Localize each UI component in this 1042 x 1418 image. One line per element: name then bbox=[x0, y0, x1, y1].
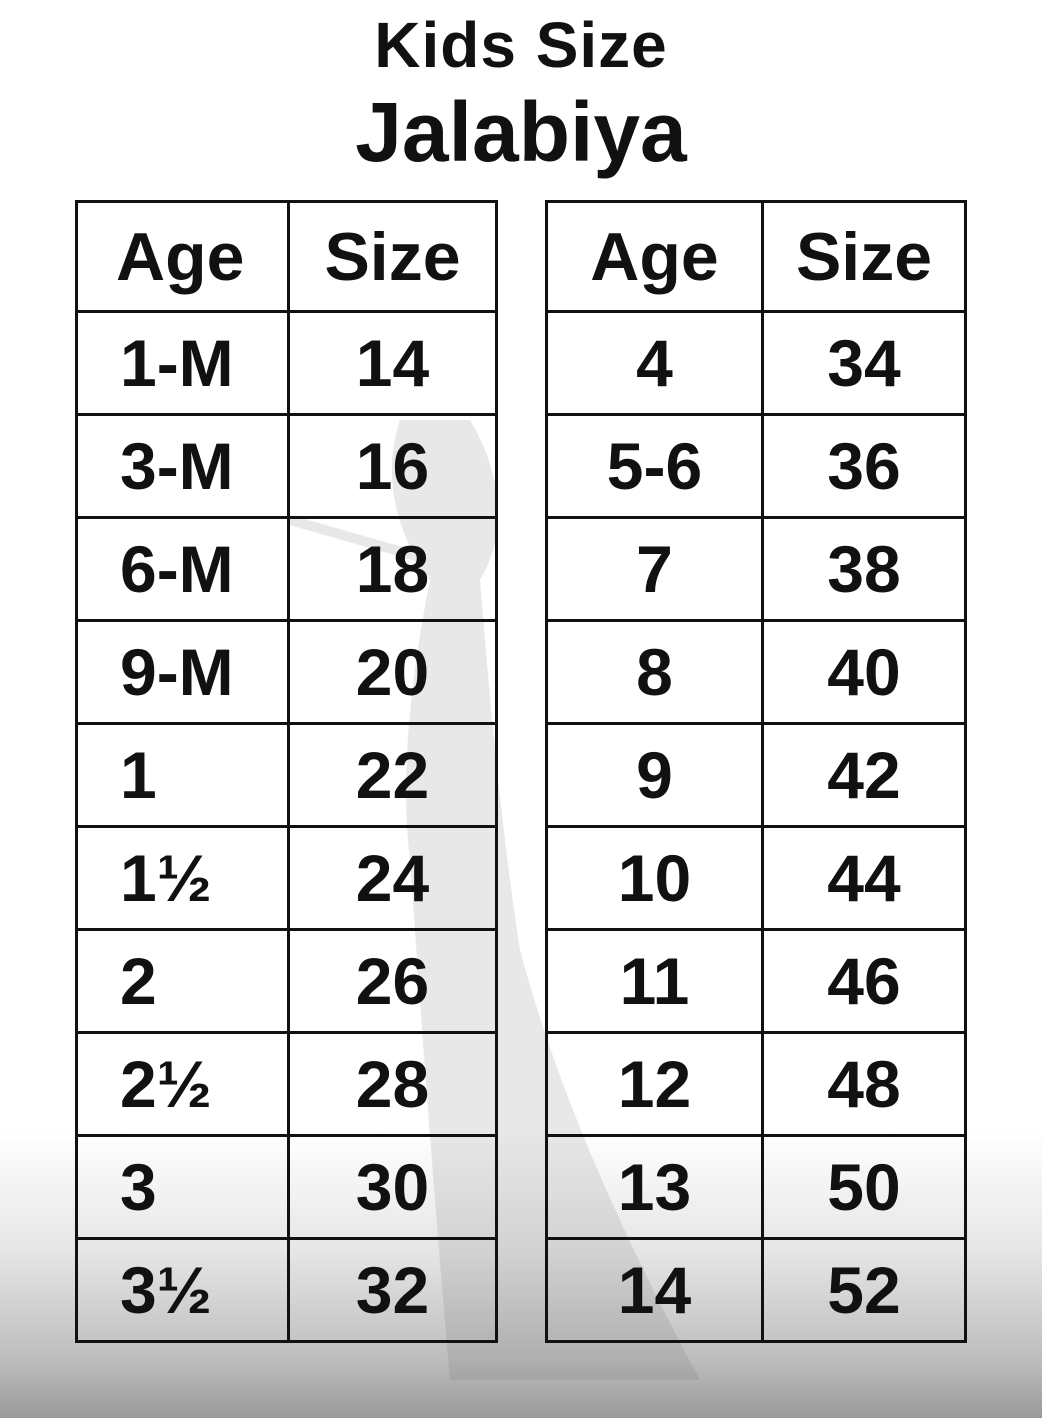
size-cell: 22 bbox=[287, 722, 498, 828]
size-cell: 46 bbox=[761, 928, 967, 1034]
age-cell: 5-6 bbox=[545, 413, 764, 519]
size-cell: 36 bbox=[761, 413, 967, 519]
size-cell: 42 bbox=[761, 722, 967, 828]
age-cell: 1 bbox=[75, 722, 290, 828]
table-row: 13 50 bbox=[545, 1134, 967, 1240]
table-row: 7 38 bbox=[545, 516, 967, 622]
age-cell: 2 bbox=[75, 928, 290, 1034]
age-cell: 6-M bbox=[75, 516, 290, 622]
size-cell: 38 bbox=[761, 516, 967, 622]
table-row: 3 30 bbox=[75, 1134, 498, 1240]
size-cell: 32 bbox=[287, 1237, 498, 1343]
table-row: 4 34 bbox=[545, 310, 967, 416]
table-row: 2 26 bbox=[75, 928, 498, 1034]
size-cell: 28 bbox=[287, 1031, 498, 1137]
size-header: Size bbox=[761, 200, 967, 313]
table-row: 3-M 16 bbox=[75, 413, 498, 519]
age-cell: 7 bbox=[545, 516, 764, 622]
table-row: 3½ 32 bbox=[75, 1237, 498, 1343]
age-cell: 9 bbox=[545, 722, 764, 828]
table-row: 12 48 bbox=[545, 1031, 967, 1137]
size-cell: 44 bbox=[761, 825, 967, 931]
age-cell: 2½ bbox=[75, 1031, 290, 1137]
age-cell: 3 bbox=[75, 1134, 290, 1240]
size-header: Size bbox=[287, 200, 498, 313]
size-cell: 50 bbox=[761, 1134, 967, 1240]
table-row: 8 40 bbox=[545, 619, 967, 725]
size-cell: 30 bbox=[287, 1134, 498, 1240]
age-cell: 11 bbox=[545, 928, 764, 1034]
size-cell: 48 bbox=[761, 1031, 967, 1137]
size-cell: 20 bbox=[287, 619, 498, 725]
size-cell: 26 bbox=[287, 928, 498, 1034]
age-cell: 8 bbox=[545, 619, 764, 725]
age-cell: 10 bbox=[545, 825, 764, 931]
age-cell: 4 bbox=[545, 310, 764, 416]
table-row: 10 44 bbox=[545, 825, 967, 931]
age-cell: 12 bbox=[545, 1031, 764, 1137]
age-cell: 13 bbox=[545, 1134, 764, 1240]
header-row: Age Size bbox=[545, 200, 967, 313]
size-cell: 34 bbox=[761, 310, 967, 416]
age-cell: 14 bbox=[545, 1237, 764, 1343]
age-cell: 3-M bbox=[75, 413, 290, 519]
table-row: 1-M 14 bbox=[75, 310, 498, 416]
table-row: 9-M 20 bbox=[75, 619, 498, 725]
size-cell: 14 bbox=[287, 310, 498, 416]
age-cell: 3½ bbox=[75, 1237, 290, 1343]
table-row: 6-M 18 bbox=[75, 516, 498, 622]
size-cell: 24 bbox=[287, 825, 498, 931]
table-row: 1 22 bbox=[75, 722, 498, 828]
age-cell: 9-M bbox=[75, 619, 290, 725]
table-row: 9 42 bbox=[545, 722, 967, 828]
size-cell: 16 bbox=[287, 413, 498, 519]
age-cell: 1½ bbox=[75, 825, 290, 931]
page-title: Kids Size bbox=[374, 9, 668, 81]
size-cell: 18 bbox=[287, 516, 498, 622]
age-header: Age bbox=[545, 200, 764, 313]
size-cell: 40 bbox=[761, 619, 967, 725]
table-row: 14 52 bbox=[545, 1237, 967, 1343]
size-cell: 52 bbox=[761, 1237, 967, 1343]
age-cell: 1-M bbox=[75, 310, 290, 416]
age-header: Age bbox=[75, 200, 290, 313]
table-row: 11 46 bbox=[545, 928, 967, 1034]
table-row: 5-6 36 bbox=[545, 413, 967, 519]
header-row: Age Size bbox=[75, 200, 498, 313]
size-table-right: Age Size 4 34 5-6 36 7 38 8 40 9 42 10 44 11 46 12 48 13… bbox=[545, 200, 967, 1343]
table-row: 1½ 24 bbox=[75, 825, 498, 931]
size-table-left: Age Size 1-M 14 3-M 16 6-M 18 9-M 20 1 22 1½ 24 2 26 2… bbox=[75, 200, 498, 1343]
page-subtitle: Jalabiya bbox=[355, 85, 687, 179]
table-row: 2½ 28 bbox=[75, 1031, 498, 1137]
